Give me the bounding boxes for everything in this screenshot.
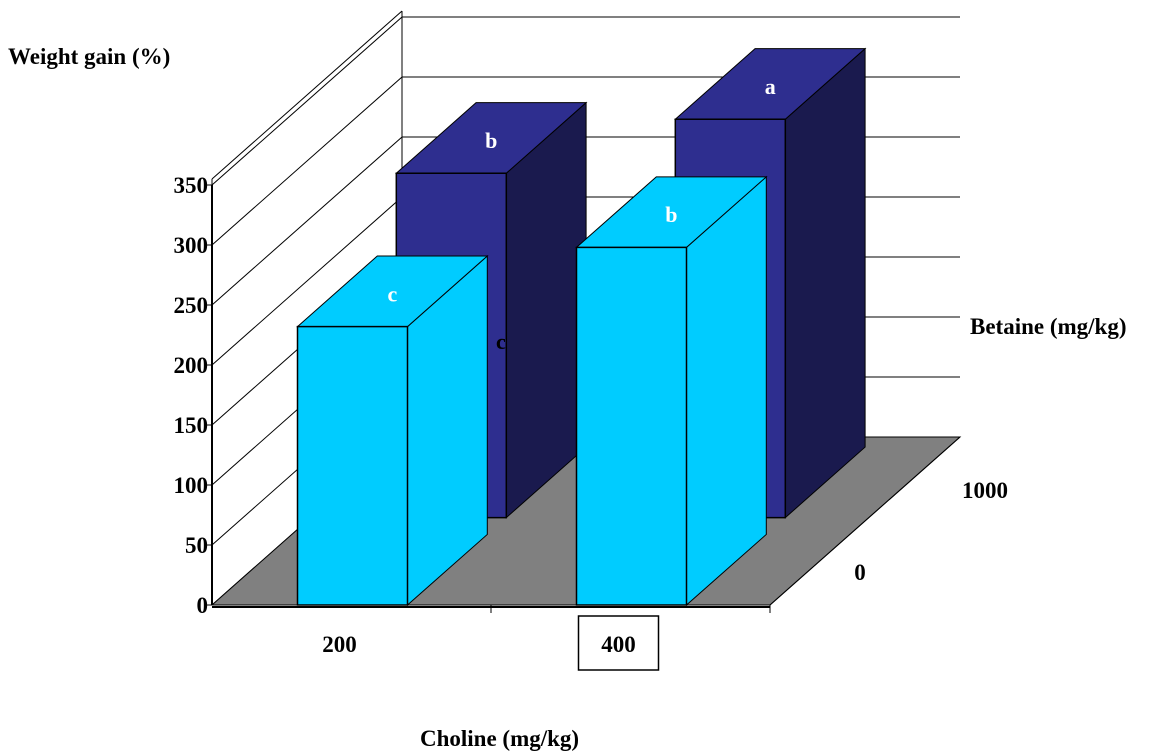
- chart-bars: b a c b: [296, 47, 867, 607]
- bar-betaine0-choline200-letter: c: [388, 281, 398, 306]
- x-label-highlight-box: [577, 615, 660, 671]
- side-gridline: [211, 196, 403, 366]
- depth-tick-label: 0: [854, 560, 866, 585]
- y-axis-title: Weight gain (%): [8, 44, 170, 69]
- z-axis-line: [769, 436, 961, 606]
- side-gridline: [211, 136, 403, 306]
- side-gridline: [211, 16, 403, 186]
- y-tick-label: 300: [174, 233, 209, 258]
- chart-texts: Weight gain (%) Betaine (mg/kg) Choline …: [8, 44, 1127, 751]
- y-tick-label: 250: [174, 293, 209, 318]
- side-gridline: [211, 76, 403, 246]
- bar-betaine1000-choline200-side: [505, 101, 587, 519]
- y-tick-label: 0: [197, 593, 209, 618]
- x-tick-label: 400: [601, 632, 636, 657]
- z-axis-title: Betaine (mg/kg): [970, 314, 1127, 339]
- side-top-edge: [211, 10, 403, 180]
- y-tick-label: 150: [174, 413, 209, 438]
- x-axis-title: Choline (mg/kg): [420, 726, 579, 751]
- y-tick-label: 200: [174, 353, 209, 378]
- x-tick-label: 200: [322, 632, 357, 657]
- y-tick-label: 100: [174, 473, 209, 498]
- bar-betaine1000-choline200-letter: b: [485, 128, 497, 153]
- bar-betaine0-choline200-front: [296, 325, 409, 606]
- bar-betaine1000-choline400-letter: a: [765, 74, 776, 99]
- bar-betaine0-choline400-front: [575, 246, 688, 606]
- bar-betaine1000-choline400-side: [784, 47, 866, 519]
- y-tick-label: 350: [174, 173, 209, 198]
- depth-tick-label: 1000: [962, 478, 1008, 503]
- y-tick-label: 50: [185, 533, 208, 558]
- bar-betaine0-choline400-side: [686, 175, 767, 607]
- extra-annotation-c: c: [496, 329, 506, 354]
- bar-betaine0-choline400-letter: b: [665, 202, 677, 227]
- y-axis-ticks: [206, 184, 771, 613]
